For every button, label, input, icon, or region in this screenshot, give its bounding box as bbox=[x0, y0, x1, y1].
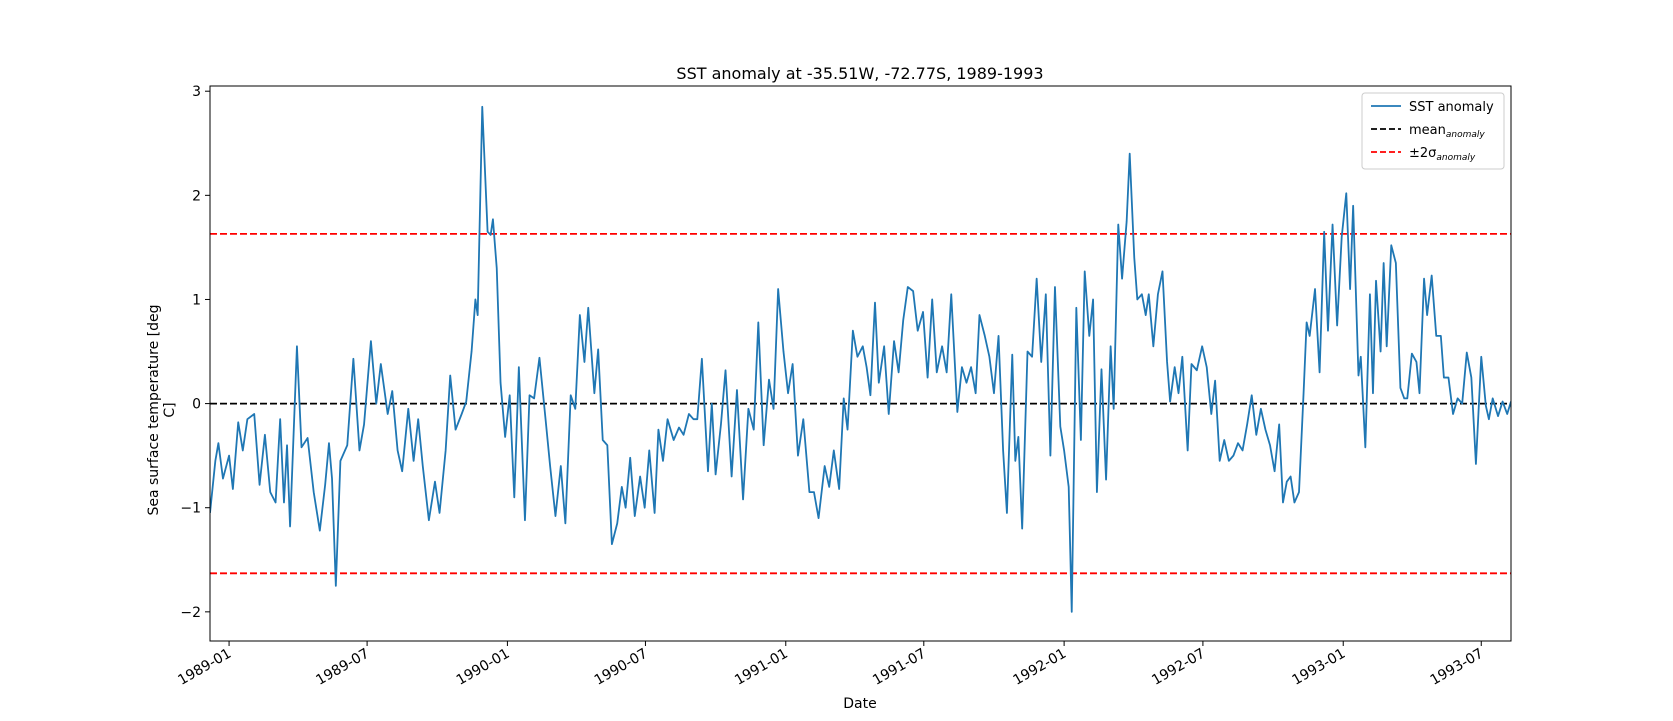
plot-frame bbox=[209, 85, 1512, 642]
y-tick-label: −2 bbox=[180, 605, 201, 621]
y-tick-label: 0 bbox=[192, 397, 201, 413]
legend-label: ±2σanomaly bbox=[1409, 146, 1476, 163]
legend: SST anomaly meananomaly ±2σanomaly bbox=[1361, 92, 1505, 170]
chart-title: SST anomaly at -35.51W, -72.77S, 1989-19… bbox=[676, 64, 1043, 83]
y-tick-label: −1 bbox=[180, 501, 201, 517]
series-line-sst-anomaly bbox=[210, 105, 1511, 613]
x-axis-title: Date bbox=[843, 696, 876, 712]
y-axis-title-line-2: C] bbox=[162, 402, 178, 417]
y-tick-label: 1 bbox=[192, 292, 201, 308]
y-axis-title: Sea surface temperature [deg C] bbox=[146, 304, 178, 515]
legend-label: SST anomaly bbox=[1409, 100, 1494, 115]
legend-label: meananomaly bbox=[1409, 123, 1485, 140]
legend-box bbox=[1361, 92, 1505, 170]
y-tick-label: 3 bbox=[192, 84, 201, 100]
y-tick-label: 2 bbox=[192, 188, 201, 204]
y-axis-title-line-1: Sea surface temperature [deg bbox=[146, 304, 162, 515]
